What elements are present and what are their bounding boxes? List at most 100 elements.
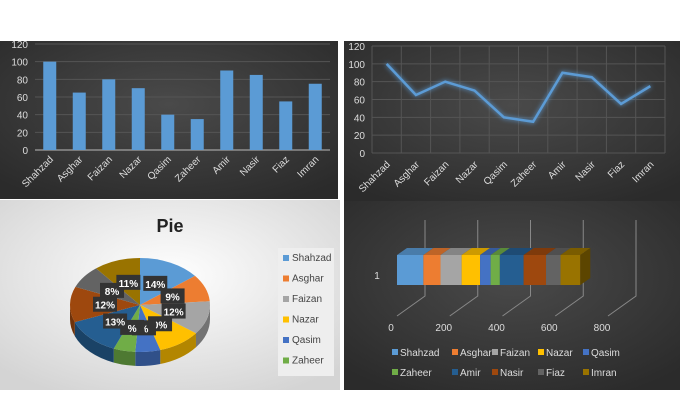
bar-faizan	[102, 79, 116, 150]
pie-side-zaheer	[113, 348, 136, 366]
bar-asghar	[72, 92, 86, 150]
x-tick-label: 0	[388, 323, 394, 334]
legend-item: Zaheer	[400, 368, 432, 379]
pie-side-nasir	[70, 305, 75, 337]
legend-item: Imran	[591, 368, 617, 379]
x-tick-label: 600	[541, 323, 558, 334]
data-label-box	[143, 275, 168, 291]
segment-qasim	[480, 255, 491, 285]
pie-side-qasim	[135, 349, 161, 366]
segment-nazar	[461, 255, 481, 285]
legend-item: Shahzad	[292, 253, 331, 264]
y-tick-label: 120	[348, 42, 365, 53]
legend-item: Nazar	[292, 315, 319, 326]
legend-swatch	[283, 255, 289, 261]
legend-swatch	[392, 369, 398, 375]
y-tick-label: 100	[348, 60, 365, 71]
y-tick-label: 20	[354, 131, 366, 142]
pie-slice-shahzad	[140, 258, 196, 305]
legend-swatch	[492, 369, 498, 375]
axis-gridline	[607, 220, 637, 317]
legend-swatch	[283, 357, 289, 364]
segment-top-imran	[560, 248, 591, 255]
legend-swatch	[283, 275, 289, 282]
legend-item: Qasim	[591, 348, 620, 359]
line-chart-panel[interactable]	[344, 41, 680, 201]
legend-item: Asghar	[460, 348, 492, 359]
y-tick-label: 0	[359, 149, 365, 160]
y-tick-label: 80	[17, 75, 29, 86]
legend-item: Amir	[460, 368, 481, 379]
segment-imran	[560, 255, 581, 285]
legend-item: Asghar	[292, 274, 324, 285]
bar-imran	[308, 83, 322, 150]
pie-side-faizan	[195, 305, 210, 348]
x-tick-label: 800	[594, 323, 611, 334]
bar-qasim	[161, 114, 175, 150]
legend-item: Faizan	[500, 348, 530, 359]
y-tick-label: 40	[17, 111, 29, 122]
data-label: 0%	[153, 320, 168, 331]
stacked-bar-chart-panel[interactable]	[344, 201, 680, 390]
axis-gridline	[396, 220, 426, 317]
legend-swatch	[538, 369, 544, 375]
y-tick-label: 40	[354, 113, 366, 124]
segment-top-asghar	[423, 248, 451, 255]
y-tick-label: 60	[354, 96, 366, 107]
legend-swatch	[538, 349, 544, 355]
legend-swatch	[392, 349, 398, 355]
data-label: 11%	[119, 279, 139, 290]
segment-top-shahzad	[397, 248, 434, 255]
legend-swatch	[283, 316, 289, 323]
segment-nasir	[523, 255, 547, 285]
legend-item: Nasir	[500, 368, 524, 379]
bar-zaheer	[190, 119, 204, 150]
segment-fiaz	[546, 255, 561, 285]
legend-swatch	[583, 349, 589, 355]
axis-gridline	[502, 220, 531, 317]
bar-shahzad	[43, 61, 57, 150]
x-tick-label: 200	[435, 323, 452, 334]
legend-swatch	[283, 337, 289, 343]
legend-item: Nazar	[546, 348, 573, 359]
legend-swatch	[583, 369, 589, 375]
y-tick-label: 1	[374, 271, 380, 282]
data-label-box	[161, 303, 186, 319]
data-label-box	[93, 296, 118, 312]
bar-nasir	[249, 74, 263, 150]
axis-gridline	[554, 220, 584, 317]
data-label: 13%	[105, 318, 125, 329]
y-tick-label: 0	[22, 146, 28, 157]
bar-fiaz	[279, 101, 293, 150]
pie-title: Pie	[156, 216, 183, 236]
legend-item: Faizan	[292, 294, 322, 305]
data-label: 9%	[165, 292, 180, 303]
y-tick-label: 80	[354, 78, 366, 89]
data-label: 12%	[95, 301, 115, 312]
legend-item: Fiaz	[546, 368, 565, 379]
data-label-box	[103, 313, 128, 329]
y-tick-label: 20	[17, 128, 29, 139]
data-label: 8%	[105, 287, 120, 298]
y-tick-label: 60	[17, 93, 29, 104]
segment-top-nazar	[461, 248, 491, 255]
segment-top-zaheer	[490, 248, 510, 255]
y-tick-label: 100	[11, 58, 28, 69]
segment-top-nasir	[523, 248, 557, 255]
axis-gridline	[449, 220, 479, 317]
data-label: 12%	[164, 308, 184, 319]
segment-top-faizan	[440, 248, 472, 255]
pie-side-amir	[74, 322, 114, 363]
legend-swatch	[492, 349, 498, 355]
segment-top-amir	[499, 248, 534, 255]
segment-top-fiaz	[546, 248, 571, 255]
data-label: %	[128, 324, 137, 335]
legend-swatch	[283, 296, 289, 302]
bar-amir	[220, 70, 234, 150]
data-label-box	[116, 274, 141, 290]
pie-side-nazar	[160, 333, 196, 364]
x-tick-label: 400	[488, 323, 505, 334]
legend-item: Shahzad	[400, 348, 439, 359]
legend-item: Zaheer	[292, 356, 324, 367]
